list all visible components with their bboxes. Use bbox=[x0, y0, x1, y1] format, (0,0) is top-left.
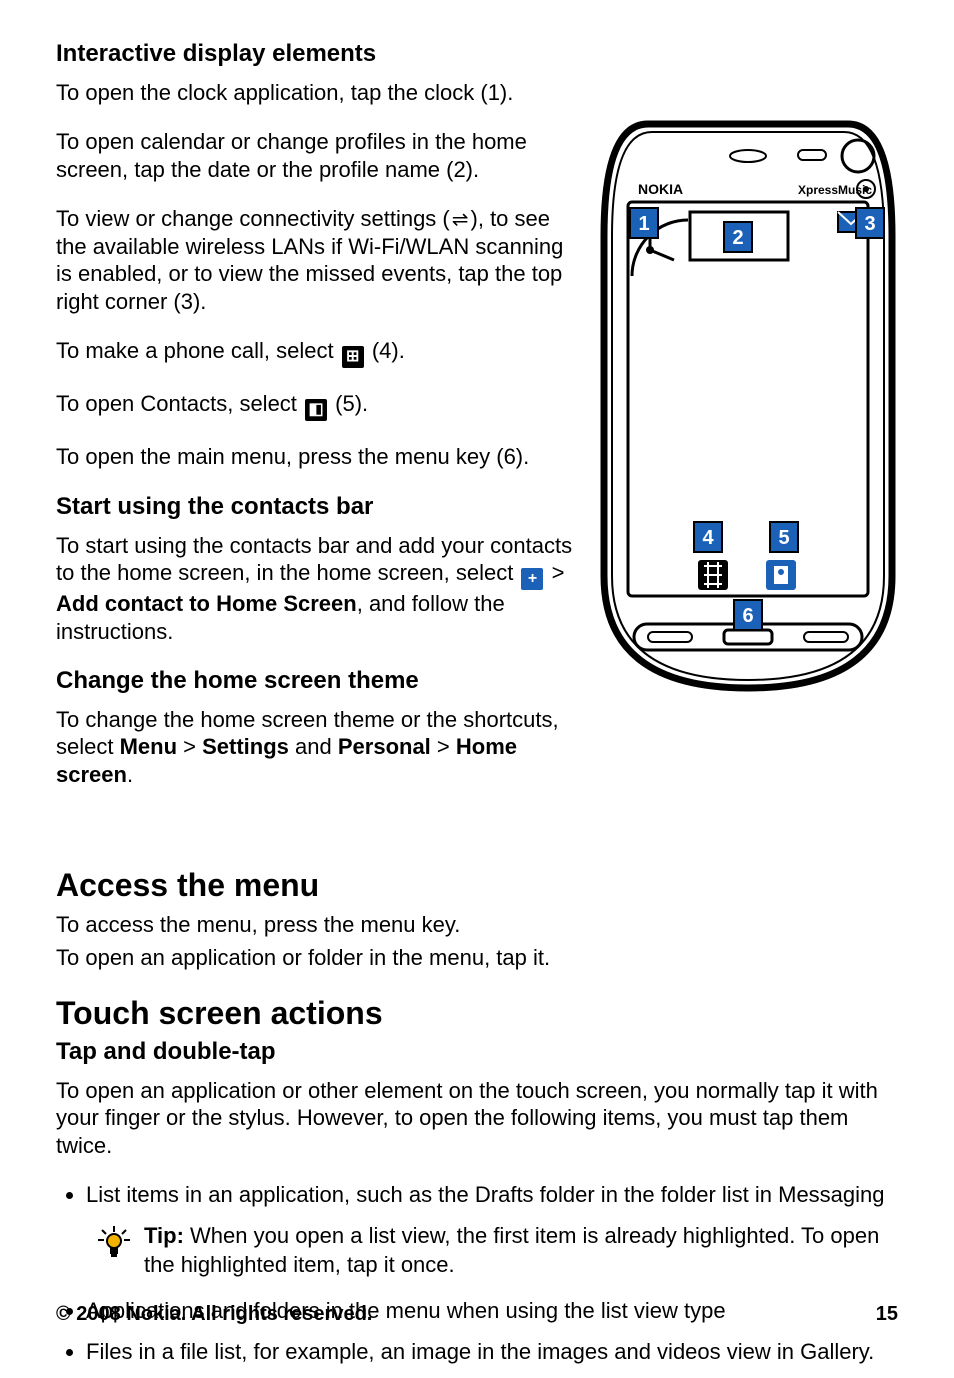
p-interactive-3: To view or change connectivity settings … bbox=[56, 205, 574, 315]
callout-2: 2 bbox=[732, 227, 743, 249]
footer-copyright: © 2008 Nokia. All rights reserved. bbox=[56, 1303, 372, 1326]
phone-illustration: NOKIA XpressMusic bbox=[598, 116, 898, 696]
p-interactive-6: To open the main menu, press the menu ke… bbox=[56, 443, 574, 471]
p4-b: (4). bbox=[366, 338, 405, 363]
li-touch-1: List items in an application, such as th… bbox=[86, 1181, 898, 1210]
dialer-icon: ⊞ bbox=[342, 346, 364, 368]
p-touch-1: To open an application or other element … bbox=[56, 1077, 898, 1160]
callout-5: 5 bbox=[778, 527, 789, 549]
th-settings: Settings bbox=[202, 734, 289, 759]
th-and: and bbox=[289, 734, 338, 759]
heading-theme: Change the home screen theme bbox=[56, 667, 574, 696]
cb-a: To start using the contacts bar and add … bbox=[56, 533, 572, 586]
th-personal: Personal bbox=[338, 734, 431, 759]
callout-6: 6 bbox=[742, 605, 753, 627]
th-sep2: > bbox=[431, 734, 456, 759]
heading-tap: Tap and double-tap bbox=[56, 1038, 898, 1067]
heading-contactsbar: Start using the contacts bar bbox=[56, 493, 574, 522]
p-contactsbar: To start using the contacts bar and add … bbox=[56, 532, 574, 646]
callout-3: 3 bbox=[864, 213, 875, 235]
tip-label: Tip: bbox=[144, 1223, 184, 1248]
p-theme: To change the home screen theme or the s… bbox=[56, 706, 574, 789]
contacts-icon: ◧ bbox=[305, 399, 327, 421]
p4-a: To make a phone call, select bbox=[56, 338, 340, 363]
callout-1: 1 bbox=[638, 213, 649, 235]
p5-b: (5). bbox=[329, 391, 368, 416]
p-interactive-1: To open the clock application, tap the c… bbox=[56, 79, 574, 107]
footer-page: 15 bbox=[876, 1303, 898, 1326]
cb-sep: > bbox=[545, 560, 564, 585]
phone-brand-left: NOKIA bbox=[638, 181, 683, 197]
callout-4: 4 bbox=[702, 527, 714, 549]
li-touch-3: Files in a file list, for example, an im… bbox=[86, 1338, 898, 1367]
p-access-2: To open an application or folder in the … bbox=[56, 944, 898, 972]
phone-brand-right: XpressMusic bbox=[798, 183, 872, 197]
p5-a: To open Contacts, select bbox=[56, 391, 303, 416]
th-sep1: > bbox=[177, 734, 202, 759]
p-interactive-5: To open Contacts, select ◧ (5). bbox=[56, 390, 574, 421]
tip-icon bbox=[96, 1222, 132, 1279]
p3-a: To view or change connectivity settings … bbox=[56, 206, 450, 231]
p-interactive-2: To open calendar or change profiles in t… bbox=[56, 128, 574, 183]
tip-body: When you open a list view, the first ite… bbox=[144, 1223, 879, 1277]
addcontact-icon: + bbox=[521, 568, 543, 590]
heading-touch: Touch screen actions bbox=[56, 994, 898, 1032]
heading-access: Access the menu bbox=[56, 866, 898, 904]
connectivity-icon: ⇌ bbox=[452, 210, 469, 230]
tip-text: Tip: When you open a list view, the firs… bbox=[144, 1222, 898, 1279]
p-interactive-4: To make a phone call, select ⊞ (4). bbox=[56, 337, 574, 368]
heading-interactive: Interactive display elements bbox=[56, 40, 574, 69]
th-period: . bbox=[127, 762, 133, 787]
th-menu: Menu bbox=[120, 734, 177, 759]
cb-bold: Add contact to Home Screen bbox=[56, 591, 357, 616]
p-access-1: To access the menu, press the menu key. bbox=[56, 911, 898, 939]
